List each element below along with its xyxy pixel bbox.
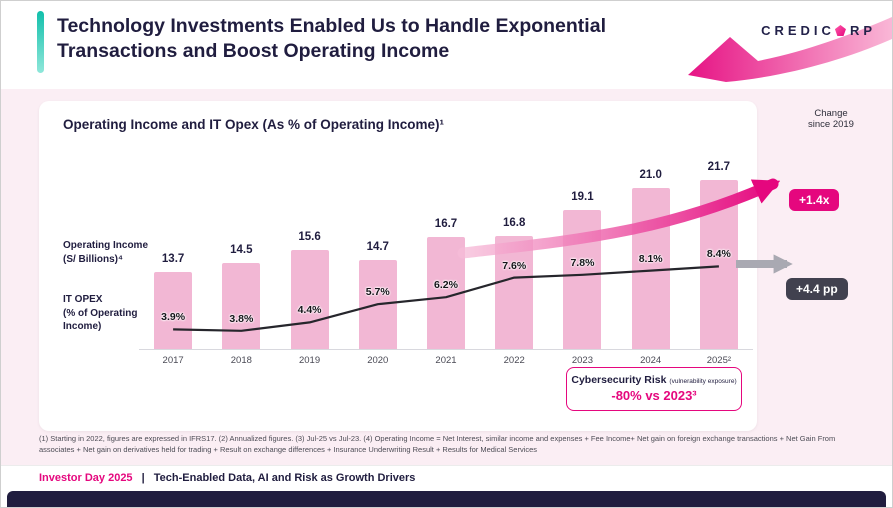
x-axis-label: 2021 bbox=[435, 355, 457, 366]
line-value-label: 8.1% bbox=[638, 252, 663, 265]
title-accent-bar bbox=[37, 11, 44, 73]
change-since-2019-label: Change since 2019 bbox=[808, 108, 854, 130]
credicorp-logo: CREDIC RP bbox=[682, 1, 892, 89]
line-value-label: 3.8% bbox=[229, 312, 254, 325]
x-axis-label: 2025² bbox=[706, 355, 732, 366]
chart-title: Operating Income and IT Opex (As % of Op… bbox=[63, 117, 445, 132]
opex-line bbox=[173, 265, 719, 332]
x-axis-line bbox=[139, 349, 753, 350]
line-value-label: 5.7% bbox=[365, 286, 390, 299]
plot-area: 13.7 3.9% 14.5 3.8% 15.6 4.4% 14.7 5.7% 16.7 6.2%… bbox=[139, 143, 753, 375]
bar-value-label: 21.7 bbox=[707, 161, 731, 173]
x-axis-label: 2022 bbox=[503, 355, 525, 366]
opex-change-badge: +4.4 pp bbox=[786, 278, 848, 300]
cybersecurity-risk-subtitle: (vulnerability exposure) bbox=[669, 378, 737, 385]
x-axis-label: 2023 bbox=[571, 355, 593, 366]
x-axis-label: 2020 bbox=[367, 355, 389, 366]
line-value-label: 7.8% bbox=[570, 256, 595, 269]
cybersecurity-risk-title-text: Cybersecurity Risk bbox=[571, 374, 667, 386]
x-axis-label: 2018 bbox=[230, 355, 252, 366]
slide-title: Technology Investments Enabled Us to Han… bbox=[57, 15, 606, 63]
bar-2019 bbox=[290, 250, 329, 349]
opex-line-svg bbox=[173, 265, 719, 332]
bar-value-label: 16.7 bbox=[434, 218, 458, 230]
bar-value-label: 13.7 bbox=[161, 253, 185, 265]
line-value-label: 4.4% bbox=[297, 304, 322, 317]
logo-text-right: RP bbox=[849, 23, 876, 38]
x-axis-label: 2017 bbox=[162, 355, 184, 366]
bottom-navy-bar bbox=[7, 491, 886, 507]
line-value-label: 6.2% bbox=[434, 279, 458, 292]
bar-value-label: 14.7 bbox=[366, 241, 389, 253]
bar-2017 bbox=[154, 272, 193, 349]
logo-gem-icon bbox=[834, 25, 846, 36]
line-value-label: 8.4% bbox=[706, 248, 731, 261]
logo-wordmark: CREDIC RP bbox=[761, 23, 876, 38]
bar-value-label: 14.5 bbox=[230, 244, 253, 256]
cybersecurity-risk-title: Cybersecurity Risk (vulnerability exposu… bbox=[567, 374, 741, 386]
x-axis-labels: 2017 2018 2019 2020 2021 2022 2023 2024 2025² bbox=[139, 355, 753, 369]
cybersecurity-risk-box: Cybersecurity Risk (vulnerability exposu… bbox=[566, 367, 742, 411]
bar-value-label: 21.0 bbox=[639, 169, 662, 181]
footnotes: (1) Starting in 2022, figures are expres… bbox=[39, 434, 836, 454]
bar-value-label: 15.6 bbox=[298, 231, 321, 243]
it-opex-axis-label: IT OPEX (% of Operating Income) bbox=[63, 294, 138, 332]
chart-card: Operating Income and IT Opex (As % of Op… bbox=[39, 101, 757, 431]
bar-2018 bbox=[222, 263, 261, 349]
x-axis-label: 2019 bbox=[298, 355, 321, 366]
line-value-label: 3.9% bbox=[161, 311, 186, 324]
footer-separator: | bbox=[141, 472, 145, 484]
logo-swoosh-decoration bbox=[688, 17, 892, 82]
cybersecurity-risk-value: -80% vs 2023³ bbox=[611, 388, 697, 403]
header: Technology Investments Enabled Us to Han… bbox=[1, 1, 892, 89]
line-value-label: 7.6% bbox=[502, 259, 527, 272]
growth-badge: +1.4x bbox=[789, 189, 840, 211]
logo-text-left: CREDIC bbox=[761, 23, 835, 38]
x-axis-label: 2024 bbox=[640, 355, 662, 366]
operating-income-axis-label: Operating Income (S/ Billions)⁴ bbox=[63, 240, 149, 265]
footer-event-name: Investor Day 2025 bbox=[39, 472, 133, 484]
footer-slide-topic: Tech-Enabled Data, AI and Risk as Growth… bbox=[153, 472, 416, 484]
footer: Investor Day 2025 | Tech-Enabled Data, A… bbox=[1, 465, 892, 491]
